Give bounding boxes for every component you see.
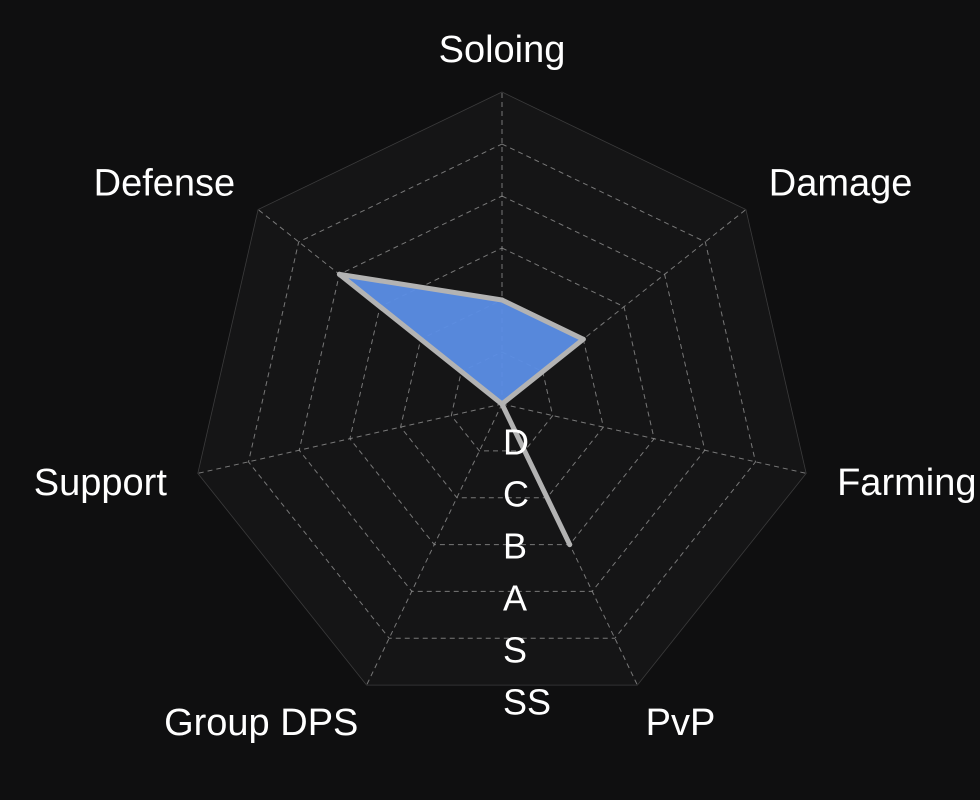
axis-label-defense: Defense — [94, 162, 236, 204]
grid-ring-4 — [298, 195, 706, 592]
axis-label-support: Support — [34, 462, 168, 504]
grid-ring-5 — [247, 143, 757, 639]
data-point-damage — [580, 336, 586, 342]
level-label-a: A — [503, 578, 527, 619]
grid-ring-3 — [349, 247, 655, 546]
level-label-s: S — [503, 630, 527, 671]
level-label-d: D — [503, 422, 529, 463]
grid-spoke-2 — [501, 403, 807, 474]
grid-spoke-5 — [197, 403, 503, 474]
radar-data — [336, 271, 586, 548]
axis-label-damage: Damage — [769, 162, 913, 204]
data-point-defense — [336, 271, 342, 277]
data-point-soloing — [499, 297, 505, 303]
grid-spoke-1 — [501, 209, 747, 405]
axis-label-group-dps: Group DPS — [164, 702, 358, 744]
grid-ring-6 — [197, 91, 807, 686]
axis-label-soloing: Soloing — [439, 29, 566, 71]
level-label-b: B — [503, 526, 527, 567]
axis-labels: Soloing Damage Farming PvP Group DPS Support D… — [34, 29, 977, 744]
data-point-support — [499, 401, 505, 407]
data-point-pvp — [567, 542, 573, 548]
grid-spoke-4 — [366, 403, 503, 686]
level-label-c: C — [503, 474, 529, 515]
axis-label-farming: Farming — [837, 462, 976, 504]
level-label-ss: SS — [503, 682, 551, 723]
grid-ring-2 — [400, 299, 604, 499]
grid-ring-1 — [450, 351, 554, 452]
axis-label-pvp: PvP — [646, 702, 716, 744]
